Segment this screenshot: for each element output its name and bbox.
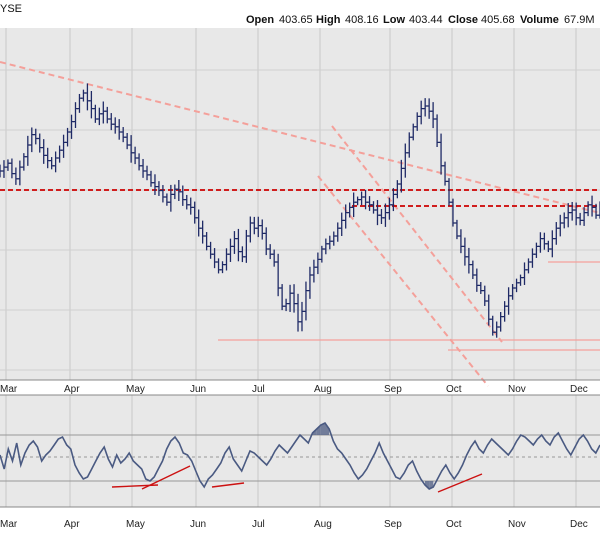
osc-divergence-line-3 (211, 482, 245, 488)
price-x-tick-oct: Oct (446, 384, 462, 395)
oscillator-panel (0, 394, 600, 508)
osc-x-tick-apr: Apr (64, 519, 80, 530)
header-bar: YSE Open 403.65 High 408.16 Low 403.44 C… (0, 3, 595, 26)
osc-x-tick-jul: Jul (252, 519, 265, 530)
osc-overbought-fill (316, 425, 321, 435)
price-x-tick-may: May (126, 384, 145, 395)
osc-x-tick-nov: Nov (508, 519, 526, 530)
osc-x-tick-mar: Mar (0, 519, 18, 530)
osc-overbought-fill (325, 423, 330, 435)
price-panel-bg (0, 28, 600, 380)
price-x-tick-jul: Jul (252, 384, 265, 395)
osc-divergence-line-4 (437, 473, 483, 493)
price-panel: Mar Apr May Jun Jul Aug Sep Oct Nov Dec (0, 28, 600, 395)
high-value: 408.16 (345, 14, 379, 26)
price-x-tick-dec: Dec (570, 384, 588, 395)
oscillator-fills (312, 423, 434, 489)
long-downtrend-line (0, 61, 600, 214)
close-label: Close (448, 14, 478, 26)
osc-x-tick-sep: Sep (384, 519, 402, 530)
open-label: Open (246, 14, 274, 26)
open-value: 403.65 (279, 14, 313, 26)
close-value: 405.68 (481, 14, 515, 26)
high-label: High (316, 14, 341, 26)
ohlc-bars (0, 83, 600, 338)
osc-x-tick-dec: Dec (570, 519, 588, 530)
oscillator-gridlines (0, 395, 600, 507)
price-x-tick-mar: Mar (0, 384, 18, 395)
volume-value: 67.9M (564, 14, 595, 26)
oscillator-line (0, 421, 600, 490)
price-x-tick-nov: Nov (508, 384, 526, 395)
osc-x-tick-jun: Jun (190, 519, 206, 530)
price-x-tick-sep: Sep (384, 384, 402, 395)
price-x-axis: Mar Apr May Jun Jul Aug Sep Oct Nov Dec (0, 384, 588, 395)
volume-label: Volume (520, 14, 559, 26)
oscillator-panel-bg (0, 395, 600, 507)
price-x-tick-aug: Aug (314, 384, 332, 395)
oscillator-markup-lines (111, 465, 483, 493)
steep-channel-upper (331, 125, 503, 343)
price-x-tick-apr: Apr (64, 384, 80, 395)
low-label: Low (383, 14, 405, 26)
exchange-fragment: YSE (0, 3, 22, 15)
oscillator-x-axis: Mar Apr May Jun Jul Aug Sep Oct Nov Dec (0, 519, 588, 530)
osc-x-tick-oct: Oct (446, 519, 462, 530)
osc-overbought-fill (320, 423, 325, 435)
low-value: 403.44 (409, 14, 443, 26)
osc-x-tick-may: May (126, 519, 145, 530)
osc-divergence-line-2 (141, 465, 191, 490)
trendlines (0, 61, 600, 387)
osc-x-tick-aug: Aug (314, 519, 332, 530)
price-x-tick-jun: Jun (190, 384, 206, 395)
